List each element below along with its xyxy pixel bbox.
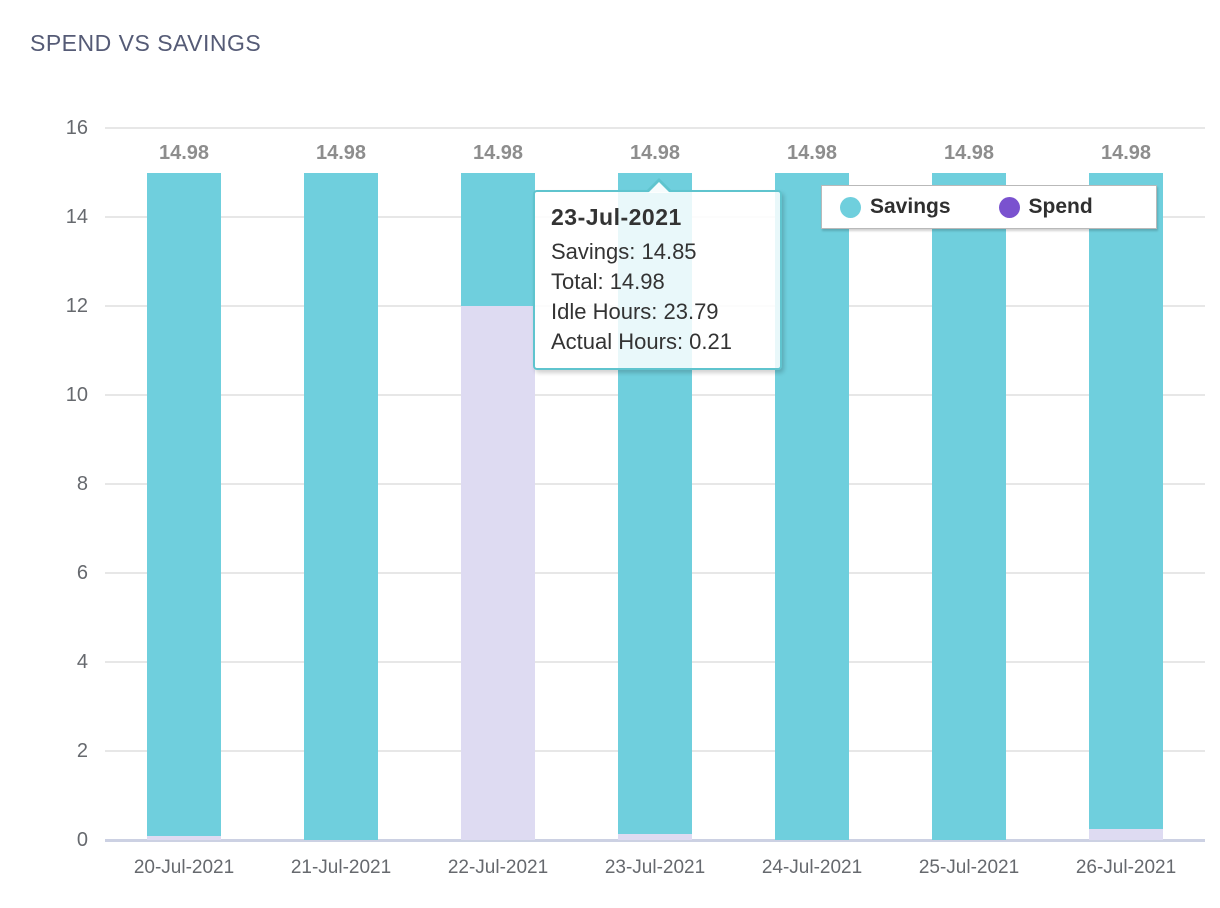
bar-segment-savings[interactable] [1089,173,1163,829]
x-tick-label: 21-Jul-2021 [290,857,392,878]
x-tick-label: 23-Jul-2021 [604,857,706,878]
bar-segment-savings[interactable] [775,173,849,840]
bar-segment-spend[interactable] [618,834,692,840]
x-tick-label: 25-Jul-2021 [918,857,1020,878]
legend[interactable]: Savings Spend [821,185,1157,229]
bar-value-label: 14.98 [786,142,838,164]
x-tick-label: 22-Jul-2021 [447,857,549,878]
tooltip-line-total: Total: 14.98 [551,269,665,294]
bar-value-label: 14.98 [943,142,995,164]
x-tick-label: 24-Jul-2021 [761,857,863,878]
bar-segment-savings[interactable] [147,173,221,836]
y-tick-label: 12 [65,295,88,317]
x-axis-baseline [105,839,1205,842]
tooltip-line-savings: Savings: 14.85 [551,239,697,264]
bar-value-label: 14.98 [629,142,681,164]
tooltip-title: 23-Jul-2021 [551,204,682,230]
bar-value-label: 14.98 [158,142,210,164]
y-tick-label: 0 [76,829,88,851]
x-tick-label: 26-Jul-2021 [1075,857,1177,878]
savings-marker-icon [840,196,861,218]
bar-value-label: 14.98 [1100,142,1152,164]
legend-item-savings[interactable]: Savings [840,195,951,219]
tooltip-line-actual-hours: Actual Hours: 0.21 [551,329,732,354]
tooltip-arrow-fill [648,182,670,193]
bar-segment-savings[interactable] [932,173,1006,840]
bar-segment-savings[interactable] [304,173,378,840]
x-tick-label: 20-Jul-2021 [133,857,235,878]
tooltip-line-idle-hours: Idle Hours: 23.79 [551,299,719,324]
y-tick-label: 8 [76,473,88,495]
tooltip: 23-Jul-2021 Savings: 14.85 Total: 14.98 … [533,178,782,370]
y-tick-label: 4 [76,651,88,673]
bar-segment-savings[interactable] [461,173,535,306]
legend-label-savings: Savings [870,195,951,218]
y-tick-label: 10 [65,384,88,406]
gridline [105,127,1205,129]
legend-item-spend[interactable]: Spend [998,195,1093,219]
bar-segment-spend[interactable] [1089,828,1163,840]
y-tick-label: 6 [76,562,88,584]
bar-segment-spend[interactable] [461,306,535,840]
chart-title: SPEND VS SAVINGS [30,30,262,56]
bar-segment-spend[interactable] [147,835,221,840]
spend-marker-icon [998,196,1020,218]
bar-value-label: 14.98 [472,142,524,164]
legend-label-spend: Spend [1028,195,1093,218]
bar-value-label: 14.98 [315,142,367,164]
y-tick-label: 16 [65,117,88,139]
y-tick-label: 14 [65,206,88,228]
y-tick-label: 2 [76,740,88,762]
